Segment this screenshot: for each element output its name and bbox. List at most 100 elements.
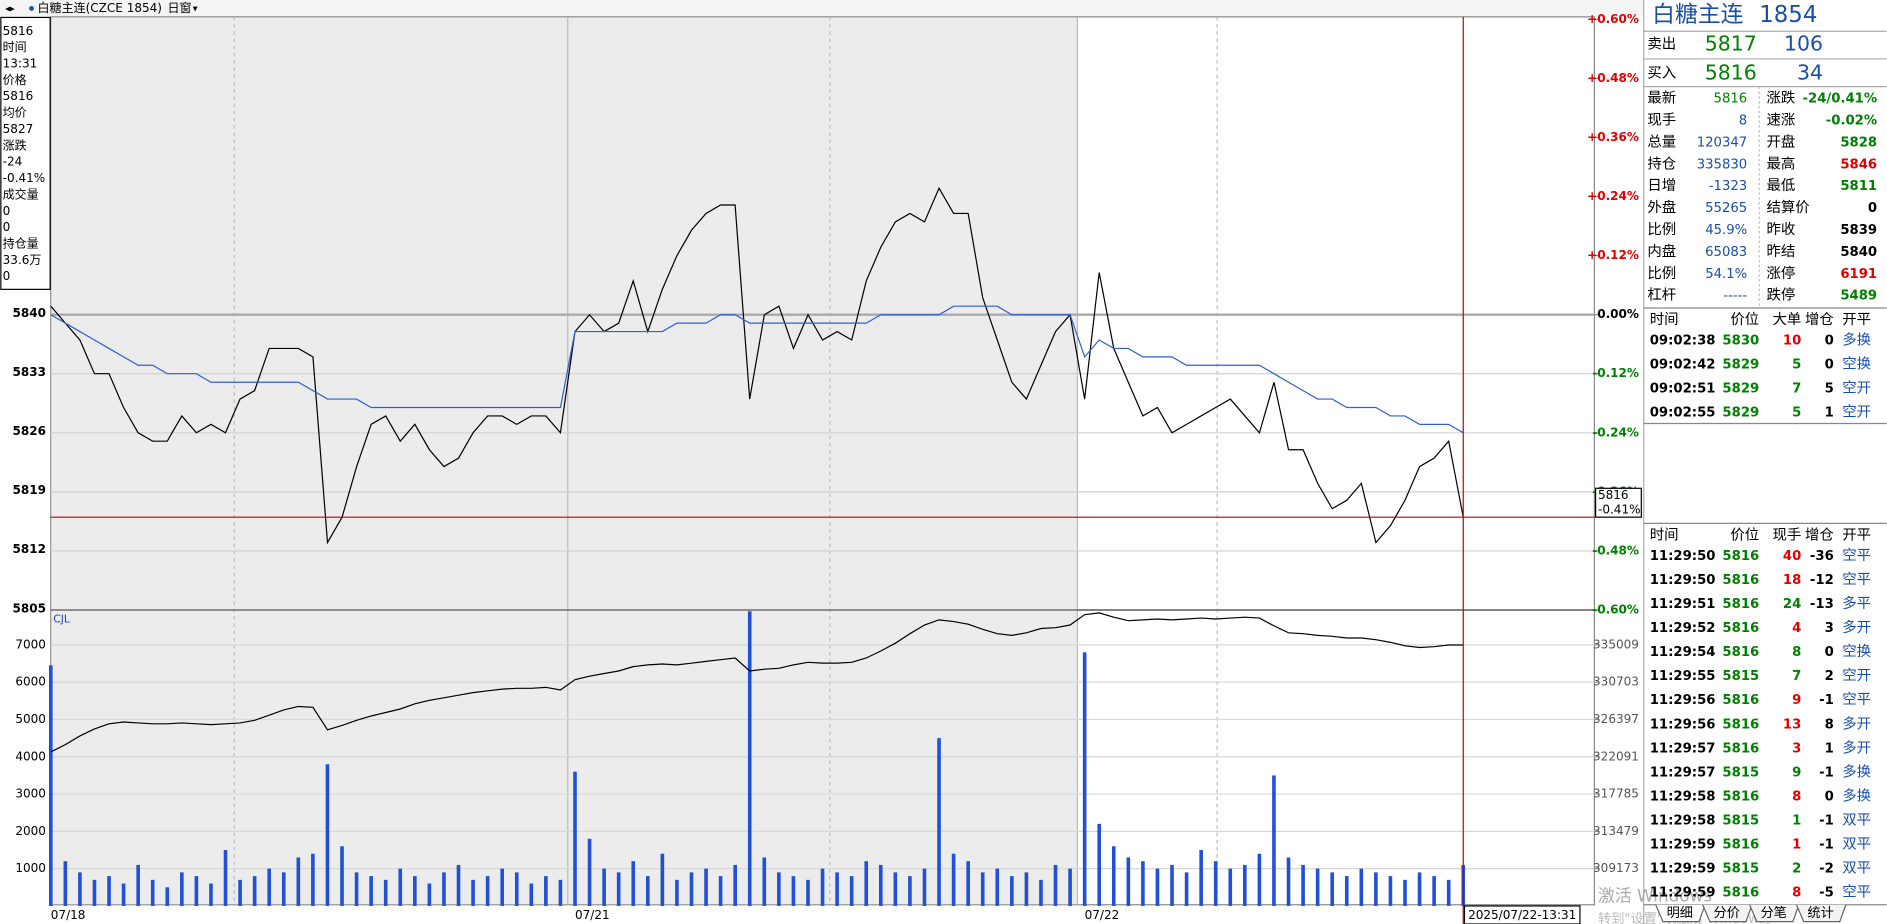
volume-bar <box>878 864 883 906</box>
volume-bar <box>150 879 155 906</box>
row-time: 09:02:55 <box>1650 406 1716 421</box>
stat-label: 杠杆 <box>1647 287 1676 304</box>
stat-label: 开盘 <box>1766 132 1795 150</box>
volume-bar <box>1388 876 1393 906</box>
tab[interactable] <box>1795 904 1847 923</box>
volume-bar <box>908 876 912 906</box>
row-time: 11:29:50 <box>1650 549 1716 564</box>
nav-arrows[interactable]: ◂▸ <box>5 3 15 14</box>
row-qty: 3 <box>1792 741 1801 756</box>
volume-bar <box>427 883 432 906</box>
volume-bar <box>660 853 665 906</box>
stat-label: 日增 <box>1647 177 1676 194</box>
tab[interactable] <box>1702 904 1753 923</box>
volume-bar <box>1446 879 1451 906</box>
volume-bar <box>689 872 694 906</box>
volume-bar <box>471 879 475 906</box>
row-time: 11:29:55 <box>1650 669 1716 684</box>
info-item: 价格 <box>3 72 27 87</box>
volume-bar <box>1359 868 1364 906</box>
tab-label[interactable]: 分笔 <box>1760 905 1786 921</box>
volume-bar <box>485 876 490 906</box>
row-qty: 2 <box>1792 862 1801 877</box>
info-item: -0.41% <box>3 171 46 185</box>
symbol: 白糖主连(CZCE 1854) <box>38 0 162 15</box>
book-label: 卖出 <box>1647 36 1676 53</box>
window-select[interactable]: 日窗 <box>167 1 191 15</box>
row-price: 5815 <box>1722 814 1759 829</box>
y-tick-label: 3000 <box>15 787 46 801</box>
row-qty: 1 <box>1792 838 1801 853</box>
volume-bar <box>252 876 257 906</box>
y2-tick-label: 326397 <box>1593 712 1639 726</box>
column-header: 大单 <box>1772 311 1801 328</box>
volume-bar <box>180 872 184 906</box>
tab[interactable] <box>1655 904 1706 923</box>
volume-bar <box>1024 872 1029 906</box>
stat-value: -1323 <box>1709 179 1747 194</box>
volume-bar <box>456 864 461 906</box>
watermark: 激活 Windows <box>1598 885 1712 905</box>
cursor-price: 5816 <box>1598 488 1629 502</box>
stat-label: 最新 <box>1647 90 1676 107</box>
volume-bar <box>951 853 956 906</box>
volume-bar <box>1010 876 1014 906</box>
volume-bar <box>340 846 344 906</box>
row-oi: 8 <box>1825 717 1834 732</box>
tab-label[interactable]: 统计 <box>1807 905 1833 921</box>
volume-bar <box>1199 850 1203 906</box>
y2-tick-label: -0.48% <box>1592 543 1639 557</box>
row-oi: 1 <box>1825 406 1834 421</box>
row-qty: 7 <box>1792 669 1801 684</box>
volume-bar <box>558 879 563 906</box>
stat-value: 120347 <box>1697 135 1747 150</box>
y2-tick-label: 309173 <box>1593 861 1639 875</box>
stat-value: 5811 <box>1840 179 1877 194</box>
info-box <box>0 16 51 290</box>
volume-bar <box>1315 868 1320 906</box>
y-tick-label: 4000 <box>15 749 46 763</box>
row-oi: -36 <box>1810 549 1834 564</box>
volume-bar <box>1126 857 1131 906</box>
stat-label: 比例 <box>1647 221 1676 238</box>
price-line <box>50 186 1464 545</box>
row-price: 5815 <box>1722 669 1759 684</box>
volume-bar <box>48 665 53 906</box>
volume-bar <box>1213 861 1218 906</box>
row-price: 5816 <box>1722 693 1759 708</box>
volume-bar <box>544 876 548 906</box>
open-interest-line <box>50 612 1464 753</box>
cursor-time: 2025/07/22-13:31 <box>1468 908 1576 922</box>
tab-label[interactable]: 分价 <box>1714 905 1740 921</box>
row-time: 11:29:57 <box>1650 765 1716 780</box>
row-type: 空开 <box>1842 667 1871 684</box>
y-tick-label: 5805 <box>13 601 46 615</box>
row-type: 多开 <box>1842 715 1871 732</box>
x-tick-label: 07/21 <box>575 908 610 922</box>
stat-value: 5840 <box>1840 245 1877 260</box>
volume-bar <box>165 887 170 906</box>
volume-bar <box>413 876 417 906</box>
row-time: 11:29:57 <box>1650 741 1716 756</box>
tab[interactable] <box>1749 904 1800 923</box>
volume-bar <box>573 771 577 906</box>
row-price: 5816 <box>1722 789 1759 804</box>
volume-bar <box>1082 652 1087 906</box>
tab-label[interactable]: 明细 <box>1667 905 1693 921</box>
row-qty: 9 <box>1792 765 1801 780</box>
stat-value: 5839 <box>1840 223 1877 238</box>
volume-bar <box>835 872 839 906</box>
volume-bar <box>311 853 315 906</box>
row-qty: 24 <box>1783 597 1801 612</box>
row-type: 多开 <box>1842 619 1871 636</box>
volume-bar <box>631 861 636 906</box>
row-type: 多换 <box>1842 787 1871 804</box>
column-header: 开平 <box>1842 312 1871 328</box>
info-item: 均价 <box>3 106 27 120</box>
volume-bar <box>1344 876 1349 906</box>
volume-bar <box>893 872 898 906</box>
row-oi: -1 <box>1819 814 1834 829</box>
average-line <box>50 305 1464 434</box>
column-header: 增仓 <box>1805 526 1834 543</box>
volume-bar <box>922 868 927 906</box>
